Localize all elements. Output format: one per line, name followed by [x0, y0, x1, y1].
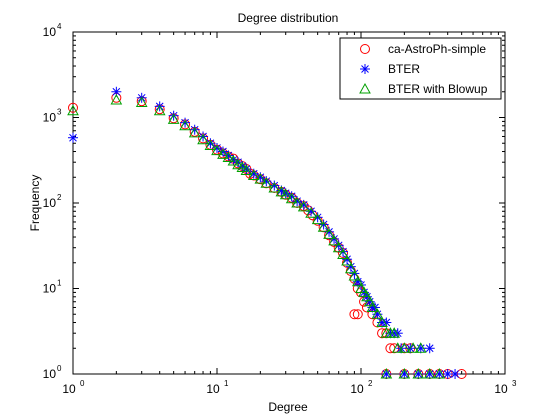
legend-item-series-1: ca-AstroPh-simple	[360, 42, 486, 56]
data-point-triangle	[227, 154, 240, 166]
data-point-triangle	[391, 342, 404, 353]
y-tick-label: 10	[43, 367, 57, 381]
data-point-triangle	[323, 228, 335, 239]
legend-label-series-1: ca-AstroPh-simple	[388, 42, 486, 56]
data-point-circle	[352, 309, 363, 320]
data-point-triangle	[305, 207, 317, 218]
data-point-triangle	[197, 133, 209, 145]
data-point-triangle	[254, 173, 267, 184]
data-point-triangle	[398, 342, 411, 353]
x-tick-label: 10	[494, 382, 508, 396]
data-point-star	[189, 124, 200, 135]
data-point-triangle	[247, 169, 260, 180]
x-tick-label: 10	[350, 382, 364, 396]
x-axis-label: Degree	[268, 400, 308, 414]
data-point-star	[68, 132, 78, 143]
data-point-triangle	[423, 367, 436, 379]
y-tick-exponent: 4	[57, 22, 62, 31]
data-point-circle	[68, 102, 78, 113]
data-point-triangle	[348, 269, 361, 281]
y-tick-exponent: 2	[57, 193, 62, 202]
x-tick-exponent: 1	[224, 379, 229, 388]
data-point-triangle	[217, 148, 229, 159]
data-point-triangle	[414, 342, 427, 353]
data-point-triangle	[167, 113, 180, 124]
x-axis-ticks: 10 0 10 1 10 2 10 3	[62, 32, 517, 396]
y-axis-label: Frequency	[28, 175, 42, 232]
legend-triangle-marker	[359, 82, 371, 94]
y-tick-exponent: 3	[57, 108, 62, 117]
data-point-triangle	[398, 367, 411, 379]
data-point-star	[450, 369, 461, 379]
y-tick-exponent: 0	[57, 364, 62, 373]
data-point-triangle	[260, 177, 273, 188]
data-point-triangle	[337, 248, 349, 259]
data-point-triangle	[341, 254, 353, 266]
data-point-triangle	[366, 301, 379, 312]
y-tick-label: 10	[43, 196, 57, 210]
legend-label-series-2: BTER	[388, 62, 420, 76]
legend-star-marker	[360, 64, 370, 74]
data-point-triangle	[232, 158, 244, 170]
data-point-star	[424, 343, 435, 354]
legend-label-series-3: BTER with Blowup	[388, 82, 488, 96]
data-point-triangle	[388, 327, 401, 338]
legend-item-series-2: BTER	[360, 62, 420, 76]
data-point-triangle	[371, 308, 384, 319]
data-point-triangle	[240, 164, 253, 175]
data-point-triangle	[376, 316, 388, 328]
data-point-triangle	[236, 161, 249, 173]
data-point-triangle	[204, 139, 217, 151]
legend-item-series-3: BTER with Blowup	[359, 82, 488, 96]
data-point-triangle	[363, 295, 376, 307]
data-point-triangle	[407, 342, 419, 353]
data-point-triangle	[110, 94, 123, 105]
data-point-triangle	[332, 241, 345, 253]
data-point-triangle	[285, 192, 298, 204]
x-tick-exponent: 2	[368, 379, 373, 388]
data-point-triangle	[135, 96, 148, 107]
data-point-triangle	[188, 126, 201, 138]
data-markers	[67, 86, 467, 379]
data-point-circle	[349, 309, 360, 320]
data-point-triangle	[317, 221, 330, 232]
data-point-triangle	[433, 367, 446, 379]
data-point-triangle	[297, 200, 310, 212]
legend: ca-AstroPh-simple BTER BTER with Blowup	[339, 37, 502, 100]
data-point-triangle	[211, 144, 223, 156]
data-point-triangle	[275, 185, 288, 197]
x-tick-exponent: 0	[80, 379, 85, 388]
y-tick-label: 10	[43, 282, 57, 296]
data-point-triangle	[279, 188, 292, 200]
data-point-triangle	[153, 104, 166, 116]
data-point-star	[168, 110, 179, 121]
y-tick-label: 10	[43, 25, 57, 39]
x-tick-label: 10	[62, 382, 76, 396]
series-3-markers	[67, 94, 446, 379]
legend-circle-marker	[360, 44, 370, 54]
x-tick-exponent: 3	[512, 379, 517, 388]
data-point-triangle	[380, 367, 393, 379]
data-point-triangle	[328, 234, 340, 246]
data-point-triangle	[351, 275, 364, 287]
y-tick-label: 10	[43, 111, 57, 125]
x-tick-label: 10	[206, 382, 220, 396]
data-point-triangle	[222, 151, 235, 163]
chart-title: Degree distribution	[238, 11, 339, 25]
data-point-triangle	[268, 181, 281, 193]
data-point-triangle	[179, 119, 191, 131]
y-tick-exponent: 1	[57, 279, 62, 288]
data-point-triangle	[291, 196, 303, 208]
data-point-triangle	[67, 104, 79, 116]
data-point-triangle	[412, 367, 425, 379]
data-point-triangle	[311, 213, 324, 225]
data-point-triangle	[344, 262, 357, 274]
data-point-star	[111, 86, 122, 97]
